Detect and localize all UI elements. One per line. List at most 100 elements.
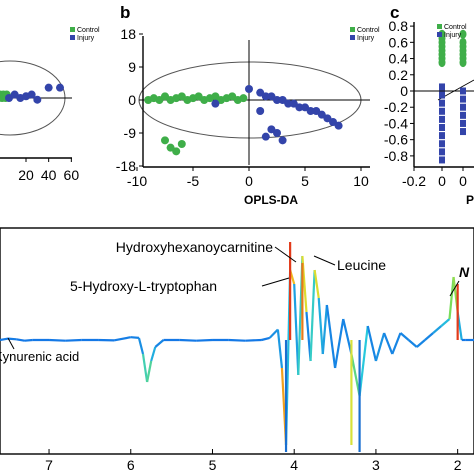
- point-control: [161, 136, 169, 145]
- spectrum-segment: [154, 339, 165, 348]
- spectrum-segment: [333, 318, 345, 369]
- point-injury: [261, 132, 270, 141]
- spectrum-segment: [321, 304, 328, 355]
- point-injury: [306, 107, 315, 115]
- spectrum-segment: [141, 353, 149, 383]
- spectrum-segment: [48, 338, 66, 342]
- tick-label: 5: [209, 457, 217, 473]
- spectrum-segment: [137, 337, 145, 355]
- spectrum-segment: [196, 338, 213, 342]
- spectrum-segment: [0, 337, 9, 342]
- panel-c-x-title: P: [466, 193, 474, 207]
- tick-label: -0.4: [384, 115, 408, 131]
- tick-label: 0.8: [389, 18, 409, 34]
- point-injury: [44, 83, 53, 92]
- point-injury: [439, 115, 445, 123]
- legend-swatch-injury: [70, 35, 75, 40]
- spectrum-trace: [0, 242, 474, 452]
- point-injury: [261, 92, 270, 101]
- spectrum-segment: [448, 276, 455, 320]
- annotation-n: N: [459, 264, 470, 280]
- point-injury: [460, 111, 466, 119]
- spectrum-segment: [358, 325, 369, 397]
- point-injury: [256, 107, 265, 115]
- tick-label: -9: [124, 125, 137, 141]
- point-injury: [33, 95, 42, 104]
- panel-b-x-ticks: -10 -5 0 5 10: [127, 167, 369, 189]
- annotation-kynurenic-acid: Kynurenic acid: [0, 349, 79, 364]
- panel-a-legend: Control Injury: [70, 27, 100, 42]
- spectrum-frame: [0, 227, 474, 455]
- spectrum-segment: [309, 269, 316, 362]
- point-injury: [439, 132, 445, 140]
- spectrum-segment: [146, 360, 153, 383]
- point-injury: [211, 99, 220, 108]
- spectrum-segment: [24, 338, 33, 342]
- spectrum-segment: [268, 328, 279, 339]
- panel-b-plot: b -10 -5 0 5 10 18 9 0 -9 -18 OPLS-DA Control In…: [116, 3, 380, 207]
- point-injury: [460, 119, 466, 127]
- legend-label-control: Control: [77, 27, 100, 34]
- tick-label: 40: [41, 167, 57, 183]
- spectrum-segment: [374, 332, 386, 362]
- legend-label-injury: Injury: [357, 35, 375, 42]
- spectrum-segment: [8, 337, 17, 341]
- spectrum-segment: [317, 297, 324, 355]
- legend-label-injury: Injury: [444, 32, 462, 39]
- tick-label: 0: [128, 92, 136, 108]
- annotation-arrow-leucine: [313, 255, 336, 266]
- point-injury: [27, 90, 36, 99]
- legend-swatch-injury: [437, 32, 442, 37]
- point-injury: [284, 99, 293, 108]
- tick-label: -5: [187, 173, 200, 189]
- panel-a-plot: 20 40 60 Control Injury: [0, 27, 100, 183]
- tick-label: -0.8: [384, 148, 408, 164]
- panel-c-legend: Control Injury: [437, 24, 467, 39]
- tick-label: -10: [127, 173, 147, 189]
- spectrum-segment: [391, 332, 402, 355]
- point-injury: [460, 128, 466, 136]
- spectrum-segment: [432, 325, 443, 334]
- spectrum-segment: [313, 269, 320, 299]
- spectrum-segment: [350, 353, 361, 397]
- spectrum-segment: [65, 338, 82, 342]
- point-injury: [295, 103, 304, 112]
- panel-b-y-ticks: 18 9 0 -9 -18: [116, 26, 143, 174]
- tick-label: -0.6: [384, 132, 408, 148]
- spectrum-segment: [407, 339, 418, 348]
- tick-label: -0.2: [402, 173, 426, 189]
- point-injury: [460, 103, 466, 111]
- tick-label: 20: [18, 167, 34, 183]
- spectrum-segment: [245, 338, 262, 342]
- legend-swatch-control: [70, 27, 75, 32]
- panel-c-y-ticks: 0.80.60.40.20-0.2-0.4-0.6-0.8: [384, 18, 414, 164]
- spectrum-segment: [342, 318, 353, 355]
- annotation-arrow-5-hydroxy-l-tryptophan: [261, 277, 290, 287]
- tick-label: 18: [120, 26, 136, 42]
- legend-swatch-control: [437, 24, 442, 29]
- spectrum-segment: [130, 336, 140, 339]
- tick-label: 0: [245, 173, 253, 189]
- tick-label: 10: [353, 173, 369, 189]
- annotation-5-hydroxy-l-tryptophan: 5-Hydroxy-L-tryptophan: [70, 278, 217, 294]
- panel-b-legend: Control Injury: [350, 27, 380, 42]
- point-injury: [245, 85, 253, 93]
- spectrum-segment: [424, 332, 434, 341]
- point-injury: [460, 95, 466, 103]
- point-control: [177, 140, 186, 148]
- spectrum-segment: [399, 332, 410, 341]
- annotation-arrow-kynurenic-acid: [7, 337, 15, 350]
- spectrum-segment: [276, 329, 284, 369]
- tick-label: 6: [127, 457, 135, 473]
- spectrum-plot: 7 6 5 4 3 2 Hydroxyhexanoycarnitine Leucine 5…: [0, 227, 474, 473]
- spectrum-segment: [383, 332, 394, 355]
- point-injury: [439, 124, 445, 131]
- spectrum-segment: [325, 304, 337, 369]
- tick-label: 0.6: [389, 34, 409, 50]
- tick-label: 0: [459, 173, 467, 189]
- spectrum-segment: [261, 336, 270, 342]
- tick-label: 4: [290, 457, 298, 473]
- legend-label-control: Control: [357, 27, 380, 34]
- tick-label: 9: [128, 59, 136, 75]
